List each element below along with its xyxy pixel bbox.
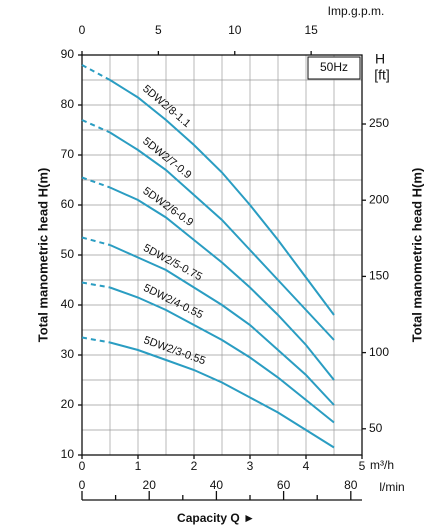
x2-tick-label: 0 [79,23,86,37]
y-tick-label: 10 [61,447,75,461]
annotation-box [307,56,361,80]
x3-tick-label: 0 [79,478,86,492]
x-tick-label: 3 [247,459,254,473]
x3-tick-label: 20 [143,478,157,492]
x-unit: m³/h [370,458,394,472]
y-tick-label: 70 [61,147,75,161]
y2-axis-label: Total manometric head H(m) [409,168,424,343]
x-tick-label: 4 [303,459,310,473]
y2-tick-label: 200 [369,192,389,206]
curve [81,336,111,344]
y2-tick-label: 50 [369,421,383,435]
x2-tick-label: 5 [155,23,162,37]
curve [109,286,335,424]
y-tick-label: 20 [61,397,75,411]
curve [109,131,335,341]
x3-unit: l/min [379,480,404,494]
y2-tick-label: 150 [369,269,389,283]
x-axis-label: Capacity Q ► [177,511,255,525]
curve [81,119,111,134]
y2-tick-label: 250 [369,116,389,130]
curve [81,281,111,289]
y-tick-label: 40 [61,297,75,311]
x2-unit: Imp.g.p.m. [328,4,385,18]
y2-unit: [ft] [374,67,390,83]
x-tick-label: 5 [359,459,366,473]
y2-symbol: H [375,51,385,67]
curve [109,341,335,449]
curve [81,176,111,189]
x3-tick-label: 40 [210,478,224,492]
y-tick-label: 80 [61,97,75,111]
curve [109,186,335,381]
y-axis-label: Total manometric head H(m) [35,168,50,343]
x2-tick-label: 10 [228,23,242,37]
y2-tick-label: 100 [369,345,389,359]
x3-tick-label: 60 [277,478,291,492]
y-tick-label: 50 [61,247,75,261]
x2-tick-label: 15 [304,23,318,37]
x-tick-label: 1 [135,459,142,473]
y-tick-label: 60 [61,197,75,211]
curve [81,64,111,81]
x-tick-label: 0 [79,459,86,473]
curve [81,236,111,246]
curve [109,244,335,406]
x3-tick-label: 80 [344,478,358,492]
y-tick-label: 90 [61,47,75,61]
annotation: 50Hz [320,60,348,74]
y-tick-label: 30 [61,347,75,361]
x-tick-label: 2 [191,459,198,473]
curve [109,79,335,316]
